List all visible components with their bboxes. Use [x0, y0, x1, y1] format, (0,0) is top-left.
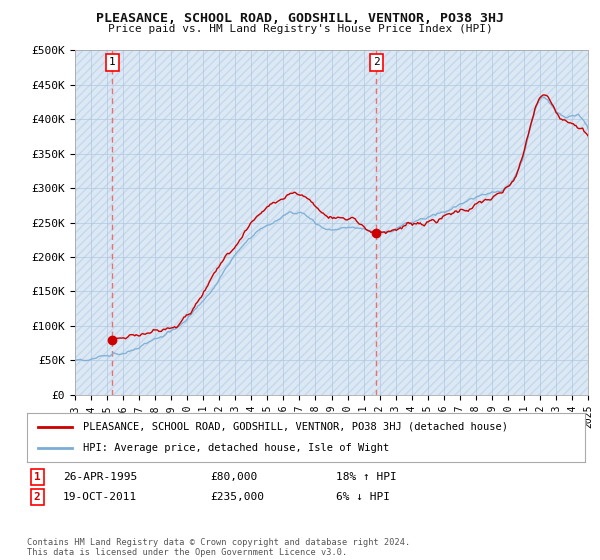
Text: 26-APR-1995: 26-APR-1995 [63, 472, 137, 482]
Text: 1: 1 [34, 472, 41, 482]
Text: Contains HM Land Registry data © Crown copyright and database right 2024.
This d: Contains HM Land Registry data © Crown c… [27, 538, 410, 557]
Text: PLEASANCE, SCHOOL ROAD, GODSHILL, VENTNOR, PO38 3HJ (detached house): PLEASANCE, SCHOOL ROAD, GODSHILL, VENTNO… [83, 422, 508, 432]
Text: 2: 2 [34, 492, 41, 502]
Text: 1: 1 [109, 58, 116, 67]
Text: 19-OCT-2011: 19-OCT-2011 [63, 492, 137, 502]
Text: £235,000: £235,000 [210, 492, 264, 502]
Text: PLEASANCE, SCHOOL ROAD, GODSHILL, VENTNOR, PO38 3HJ: PLEASANCE, SCHOOL ROAD, GODSHILL, VENTNO… [96, 12, 504, 25]
Text: Price paid vs. HM Land Registry's House Price Index (HPI): Price paid vs. HM Land Registry's House … [107, 24, 493, 34]
Text: £80,000: £80,000 [210, 472, 257, 482]
Text: 18% ↑ HPI: 18% ↑ HPI [336, 472, 397, 482]
Text: 2: 2 [373, 58, 380, 67]
Text: HPI: Average price, detached house, Isle of Wight: HPI: Average price, detached house, Isle… [83, 443, 389, 453]
Text: 6% ↓ HPI: 6% ↓ HPI [336, 492, 390, 502]
